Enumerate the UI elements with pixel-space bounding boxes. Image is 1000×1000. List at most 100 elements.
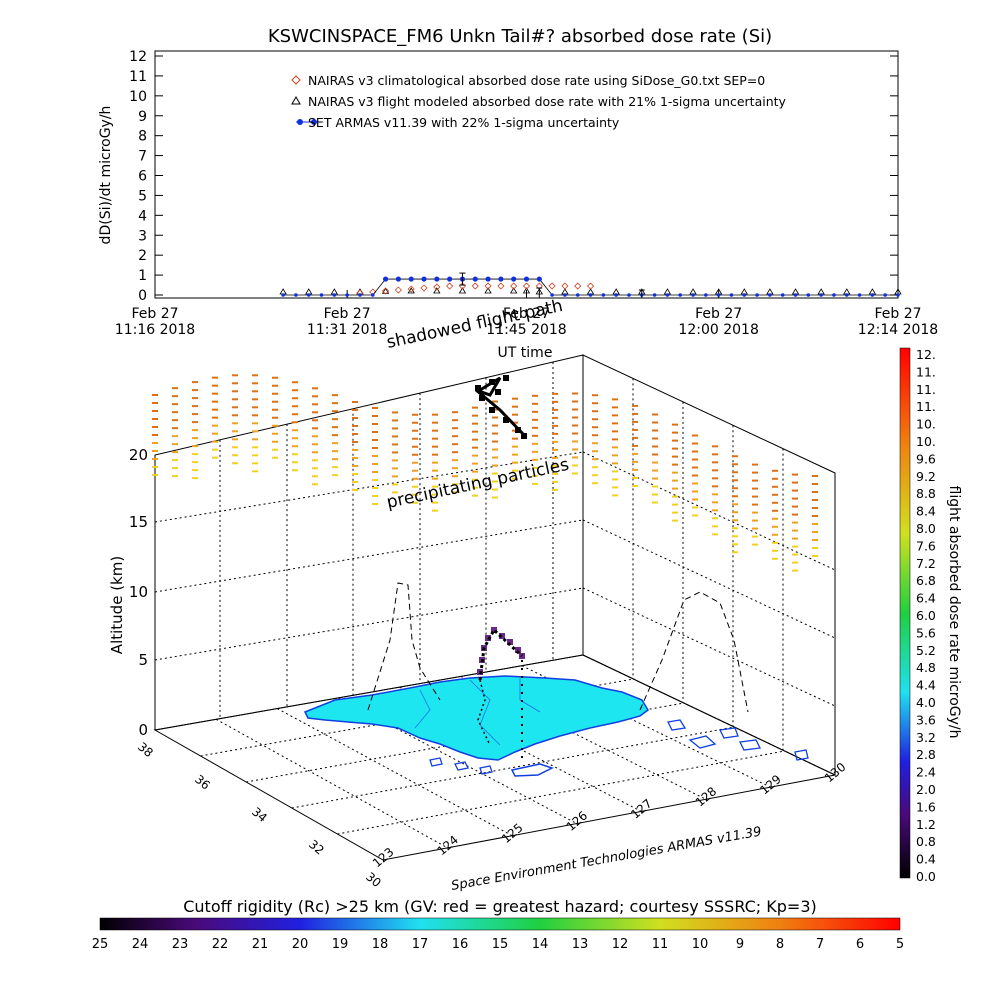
diamond-point — [561, 282, 569, 290]
rigidity-colorbar-ticks: 25 24 23 22 21 20 19 18 17 16 15 14 13 12 11 10 9 8 7 6 5 — [92, 937, 904, 952]
rigidity-tick-label: 11 — [652, 937, 669, 952]
dose-tick-label: 1.6 — [916, 799, 936, 814]
map-3d-panel: 0 5 10 15 20 Altitude (km) 38 36 34 32 30 123 124… — [108, 296, 848, 894]
rigidity-tick-label: 20 — [292, 937, 309, 952]
armas-point — [896, 293, 900, 297]
armas-point — [870, 293, 875, 297]
shadowed-path-point — [489, 407, 495, 413]
dose-tick-label: 0.0 — [916, 869, 936, 884]
profile-projection-left — [367, 582, 441, 711]
armas-point — [793, 293, 798, 297]
legend-label: SET ARMAS v11.39 with 22% 1-sigma uncert… — [308, 115, 620, 130]
dose-tick-label: 6.8 — [916, 573, 936, 588]
diamond-point — [586, 282, 595, 290]
rigidity-tick-label: 21 — [252, 937, 269, 952]
rigidity-colorbar — [99, 917, 901, 931]
dose-tick-label: 0.8 — [916, 834, 936, 849]
dose-tick-label: 4.4 — [916, 678, 936, 693]
diamond-point — [394, 286, 402, 294]
rigidity-tick-label: 9 — [736, 937, 744, 952]
grid-lines — [154, 362, 836, 751]
flight-path — [478, 627, 524, 681]
armas-point — [716, 293, 721, 297]
grid-h-left — [154, 519, 584, 593]
diamond-point — [510, 282, 518, 290]
armas-point — [382, 276, 389, 282]
armas-point — [294, 293, 298, 297]
longitude-tick-label: 130 — [822, 760, 849, 785]
y-tick-label: 12 — [129, 49, 147, 65]
armas-point — [857, 293, 862, 297]
armas-point — [768, 293, 772, 297]
armas-point — [421, 276, 427, 282]
rigidity-tick-label: 6 — [856, 937, 864, 952]
dose-tick-label: 2.0 — [916, 782, 936, 797]
diamond-point — [484, 282, 492, 290]
y-tick-label: 6 — [138, 169, 147, 185]
dose-tick-label: 4.8 — [916, 660, 936, 675]
armas-point — [319, 293, 324, 297]
armas-point — [755, 293, 759, 297]
y-tick-label: 11 — [129, 69, 147, 85]
coast-islands-south — [429, 757, 493, 775]
rigidity-tick-label: 10 — [692, 937, 709, 952]
floor — [153, 654, 837, 861]
grid-h-right — [582, 451, 836, 571]
shadowed-path-point — [475, 385, 481, 391]
armas-point — [370, 293, 375, 297]
dose-tick-label: 3.2 — [916, 730, 936, 745]
latitude-tick-label: 32 — [306, 837, 327, 858]
armas-point — [780, 293, 785, 297]
top-ylabel: dD(Si)/dt microGy/h — [98, 106, 114, 245]
legend-label: NAIRAS v3 climatological absorbed dose r… — [308, 73, 765, 88]
longitude-tick-label: 127 — [628, 796, 655, 821]
rigidity-tick-label: 18 — [372, 937, 389, 952]
rigidity-tick-label: 16 — [452, 937, 469, 952]
y-tick-label: 5 — [138, 188, 147, 204]
armas-point — [345, 293, 349, 297]
grid-h-left — [154, 451, 584, 523]
diamond-point — [420, 284, 428, 292]
triangle-point — [433, 287, 441, 294]
diamond-point — [497, 282, 505, 290]
legend-diamond — [291, 75, 301, 85]
armas-point — [678, 293, 683, 297]
shadowed-path-point — [479, 395, 485, 401]
armas-point — [652, 293, 657, 297]
landmass-korea — [303, 675, 649, 761]
dose-tick-label: 7.6 — [916, 538, 936, 553]
island-jeju — [510, 763, 554, 777]
top-legend: NAIRAS v3 climatological absorbed dose r… — [291, 73, 787, 130]
top-plot-frame — [154, 50, 899, 299]
rigidity-tick-label: 8 — [776, 937, 784, 952]
armas-point — [408, 276, 414, 282]
dose-tick-label: 11. — [916, 382, 936, 397]
x-tick-label: Feb 27 — [874, 306, 921, 322]
legend-dot — [311, 119, 317, 125]
flight-paths — [475, 375, 527, 760]
annotation-credit: Space Environment Technologies ARMAS v11… — [450, 825, 763, 894]
longitude-tick-label: 126 — [564, 808, 591, 833]
armas-point — [832, 293, 836, 297]
armas-point — [306, 293, 311, 297]
dose-tick-label: 0.4 — [916, 852, 936, 867]
altitude-tick-label: 20 — [129, 446, 148, 464]
legend-label: NAIRAS v3 flight modeled absorbed dose r… — [308, 94, 787, 109]
armas-point — [485, 276, 491, 282]
legend-dot — [297, 119, 303, 125]
diamond-point — [471, 282, 479, 290]
shadowed-path-point — [495, 389, 501, 395]
diamond-point — [382, 287, 390, 295]
altitude-tick-label: 10 — [129, 583, 148, 601]
triangle-point — [484, 287, 492, 294]
longitude-tick-label: 129 — [757, 772, 784, 797]
x-tick-label: Feb 27 — [131, 306, 178, 322]
x-tick-label: 12:00 2018 — [678, 322, 758, 338]
armas-point — [434, 276, 440, 282]
longitude-tick-label: 125 — [499, 821, 526, 846]
altitude-label: Altitude (km) — [108, 556, 126, 654]
altitude-tick-label: 0 — [138, 721, 148, 739]
